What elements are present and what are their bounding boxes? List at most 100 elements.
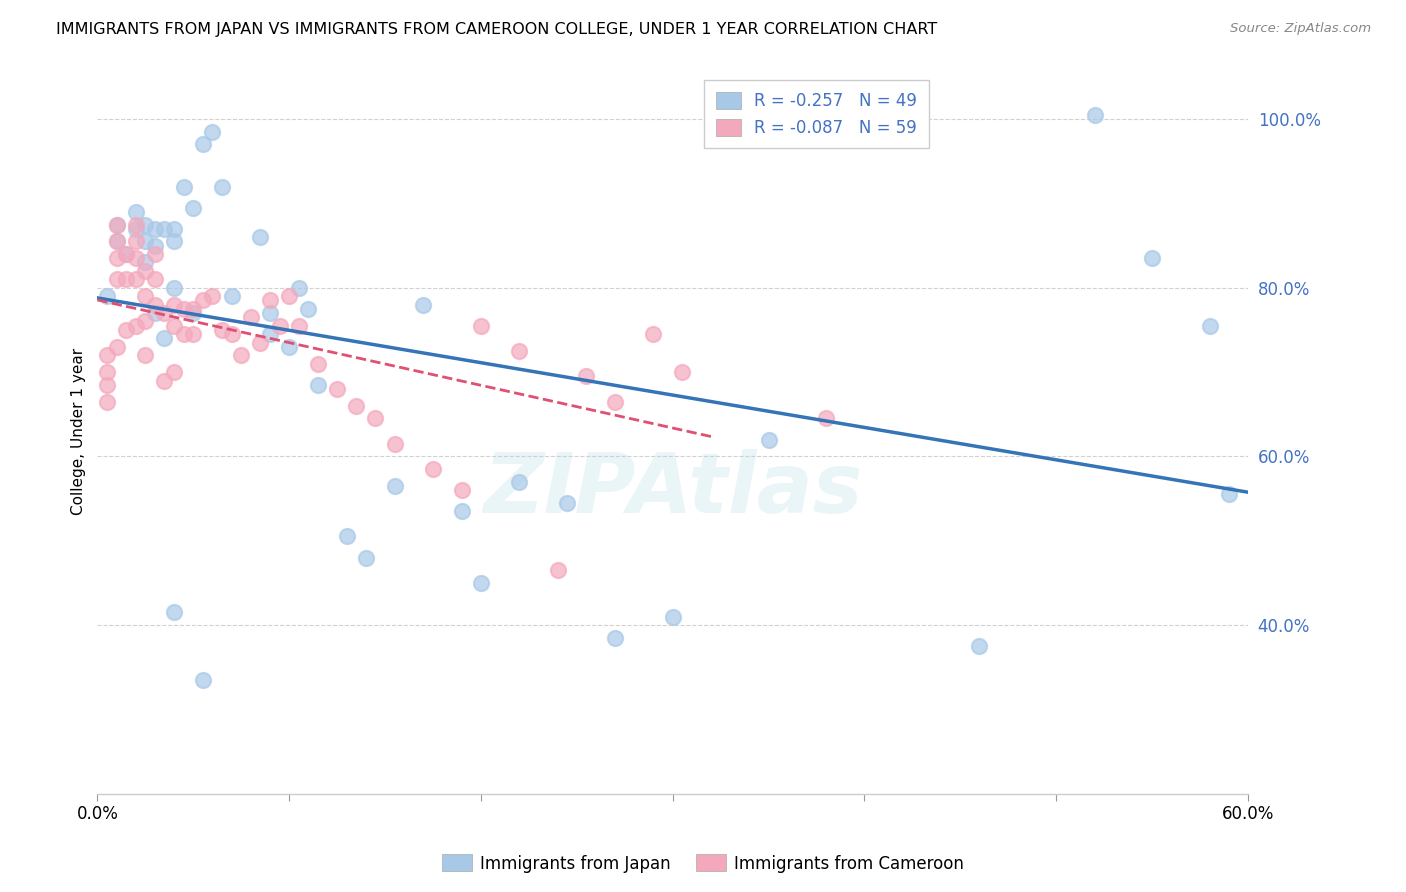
- Point: [211, 323, 233, 337]
- Point: [163, 297, 186, 311]
- Point: [153, 374, 176, 388]
- Point: [153, 331, 176, 345]
- Point: [211, 179, 233, 194]
- Point: [1218, 487, 1240, 501]
- Point: [239, 310, 262, 325]
- Point: [384, 479, 406, 493]
- Point: [201, 125, 224, 139]
- Point: [191, 137, 214, 152]
- Point: [508, 475, 530, 489]
- Point: [307, 377, 329, 392]
- Point: [134, 289, 156, 303]
- Point: [115, 323, 138, 337]
- Point: [181, 306, 204, 320]
- Point: [297, 301, 319, 316]
- Point: [221, 327, 243, 342]
- Point: [105, 235, 128, 249]
- Point: [470, 318, 492, 333]
- Point: [125, 221, 148, 235]
- Point: [173, 301, 195, 316]
- Point: [287, 318, 309, 333]
- Point: [364, 411, 387, 425]
- Point: [249, 335, 271, 350]
- Point: [470, 575, 492, 590]
- Point: [269, 318, 291, 333]
- Point: [384, 436, 406, 450]
- Point: [605, 394, 627, 409]
- Point: [181, 327, 204, 342]
- Point: [661, 609, 683, 624]
- Point: [163, 281, 186, 295]
- Legend: R = -0.257   N = 49, R = -0.087   N = 59: R = -0.257 N = 49, R = -0.087 N = 59: [704, 80, 929, 148]
- Point: [153, 306, 176, 320]
- Point: [450, 504, 472, 518]
- Point: [96, 394, 118, 409]
- Point: [143, 306, 166, 320]
- Point: [134, 235, 156, 249]
- Point: [125, 252, 148, 266]
- Point: [1083, 108, 1105, 122]
- Point: [249, 230, 271, 244]
- Point: [105, 218, 128, 232]
- Point: [96, 365, 118, 379]
- Point: [555, 496, 578, 510]
- Point: [143, 272, 166, 286]
- Point: [508, 343, 530, 358]
- Point: [143, 247, 166, 261]
- Point: [163, 365, 186, 379]
- Point: [173, 179, 195, 194]
- Point: [278, 340, 301, 354]
- Point: [422, 462, 444, 476]
- Point: [259, 327, 281, 342]
- Point: [605, 631, 627, 645]
- Point: [173, 327, 195, 342]
- Point: [758, 433, 780, 447]
- Point: [143, 221, 166, 235]
- Point: [134, 314, 156, 328]
- Point: [134, 348, 156, 362]
- Point: [96, 289, 118, 303]
- Point: [115, 247, 138, 261]
- Point: [134, 218, 156, 232]
- Point: [259, 293, 281, 308]
- Text: IMMIGRANTS FROM JAPAN VS IMMIGRANTS FROM CAMEROON COLLEGE, UNDER 1 YEAR CORRELAT: IMMIGRANTS FROM JAPAN VS IMMIGRANTS FROM…: [56, 22, 938, 37]
- Point: [231, 348, 253, 362]
- Point: [134, 255, 156, 269]
- Point: [287, 281, 309, 295]
- Point: [105, 218, 128, 232]
- Point: [163, 235, 186, 249]
- Point: [125, 218, 148, 232]
- Point: [412, 297, 434, 311]
- Point: [181, 301, 204, 316]
- Point: [181, 201, 204, 215]
- Point: [671, 365, 693, 379]
- Point: [143, 297, 166, 311]
- Point: [575, 369, 598, 384]
- Point: [143, 238, 166, 252]
- Point: [163, 606, 186, 620]
- Point: [354, 550, 377, 565]
- Text: Source: ZipAtlas.com: Source: ZipAtlas.com: [1230, 22, 1371, 36]
- Point: [326, 382, 349, 396]
- Point: [153, 221, 176, 235]
- Point: [134, 264, 156, 278]
- Point: [125, 205, 148, 219]
- Point: [163, 221, 186, 235]
- Point: [344, 399, 367, 413]
- Point: [278, 289, 301, 303]
- Point: [191, 293, 214, 308]
- Point: [1198, 318, 1220, 333]
- Point: [643, 327, 665, 342]
- Point: [191, 673, 214, 687]
- Point: [259, 306, 281, 320]
- Point: [96, 377, 118, 392]
- Point: [105, 272, 128, 286]
- Y-axis label: College, Under 1 year: College, Under 1 year: [72, 348, 86, 515]
- Point: [105, 235, 128, 249]
- Point: [115, 247, 138, 261]
- Point: [336, 529, 359, 543]
- Point: [105, 252, 128, 266]
- Point: [307, 357, 329, 371]
- Point: [163, 318, 186, 333]
- Point: [115, 272, 138, 286]
